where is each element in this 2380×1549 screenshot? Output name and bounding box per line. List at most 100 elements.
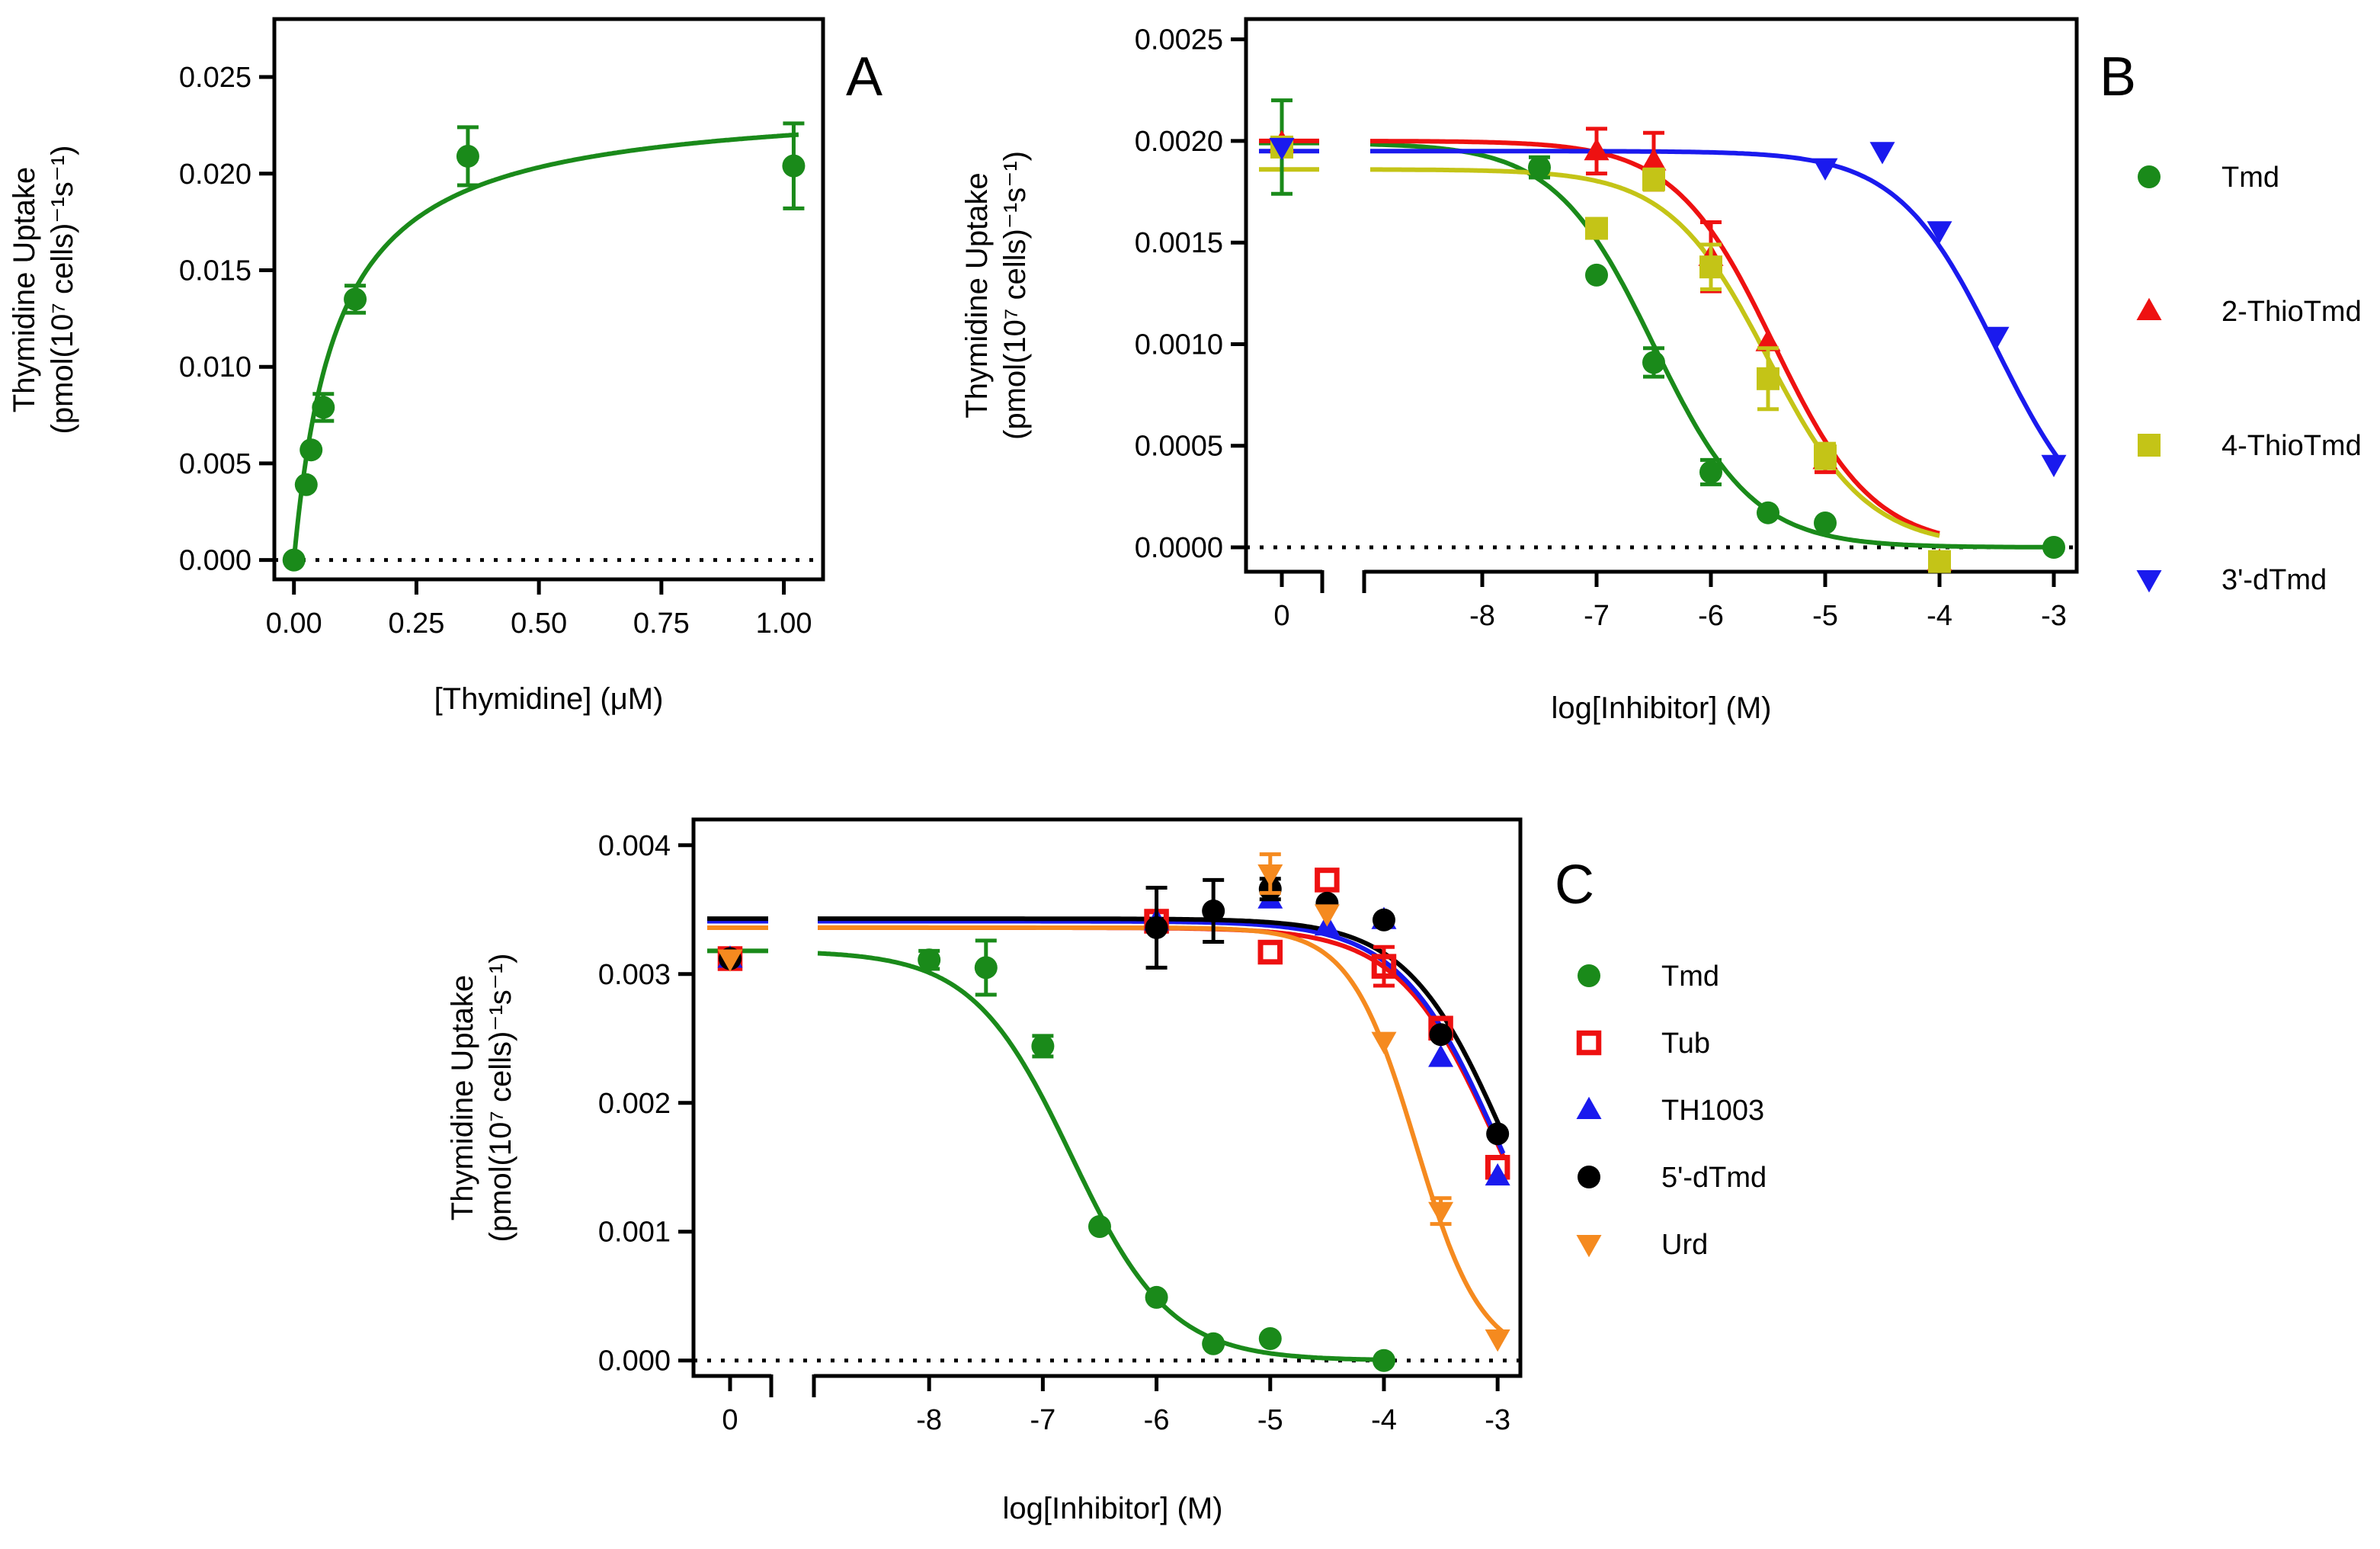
data-point [1757, 367, 1779, 390]
plot-frame [691, 817, 1523, 1378]
x-tick-label: -6 [1698, 600, 1724, 632]
legend-label: TH1003 [1661, 1095, 1764, 1127]
x-tick-label: -7 [1584, 600, 1610, 632]
y-axis-label: Thymidine Uptake [446, 975, 479, 1220]
legend-label: Tmd [2221, 162, 2279, 194]
plot-frame [1244, 17, 2079, 574]
fit-curve [1370, 149, 2061, 462]
data-point [1485, 1329, 1510, 1352]
fit-curve [1370, 139, 1940, 536]
data-point [1585, 263, 1608, 287]
x-tick-label: 1.00 [756, 608, 812, 640]
x-axis-label: log[Inhibitor] (M) [1552, 691, 1772, 725]
legend-marker [2136, 297, 2162, 320]
data-point [1528, 156, 1551, 179]
x-axis-label: [Thymidine] (μM) [434, 682, 664, 716]
legend-marker [2136, 570, 2162, 593]
data-point [918, 948, 941, 972]
legend-label: Tmd [1661, 961, 1719, 993]
x-tick-label: -8 [1469, 600, 1495, 632]
data-point [1486, 1122, 1510, 1146]
y-axis-label: Thymidine Uptake [8, 167, 41, 412]
data-point [1584, 138, 1610, 161]
data-point [1757, 501, 1779, 524]
data-point [2042, 536, 2065, 560]
y-axis-units: (pmol(10⁷ cells)⁻¹s⁻¹) [998, 151, 1032, 440]
x-axis-label: log[Inhibitor] (M) [1003, 1492, 1223, 1525]
data-point [1258, 1326, 1282, 1350]
data-point [1314, 904, 1340, 927]
data-point [1087, 1214, 1111, 1238]
data-point [1642, 168, 1665, 191]
data-point [1814, 444, 1837, 468]
x-tick-label: 0 [1273, 600, 1289, 632]
data-point [1755, 329, 1781, 351]
legend-label: Urd [1661, 1229, 1708, 1261]
x-tick-label: -4 [1371, 1404, 1397, 1436]
data-point [1485, 1163, 1510, 1186]
data-point [1428, 1201, 1454, 1224]
x-tick-label: -8 [916, 1404, 942, 1436]
legend-label: 2-ThioTmd [2221, 296, 2362, 328]
panel-letter: A [846, 47, 882, 107]
data-point [1371, 954, 1397, 979]
panel-letter: C [1555, 855, 1594, 916]
x-tick-label: -5 [1257, 1404, 1283, 1436]
plot-frame [272, 17, 825, 582]
legend-marker [2138, 165, 2161, 188]
data-point [1202, 1332, 1225, 1355]
y-tick-label: 0.002 [598, 1088, 671, 1120]
data-point [974, 956, 998, 980]
legend-marker [2138, 434, 2161, 457]
data-point [1984, 326, 2010, 350]
x-tick-label: -7 [1030, 1404, 1055, 1436]
y-axis-label: Thymidine Uptake [960, 172, 994, 418]
y-tick-label: 0.0000 [1135, 532, 1223, 564]
data-point [1699, 255, 1722, 279]
data-point [1927, 221, 1952, 244]
data-point [1257, 939, 1283, 965]
fit-curve [818, 925, 1505, 1334]
legend-label: 3'-dTmd [2221, 564, 2327, 596]
legend-marker [1578, 1166, 1600, 1188]
error-bar [1373, 944, 1395, 988]
y-axis-units: (pmol(10⁷ cells)⁻¹s⁻¹) [484, 954, 517, 1243]
y-tick-label: 0.003 [598, 959, 671, 991]
data-point [782, 154, 806, 178]
data-point [1372, 908, 1395, 932]
y-tick-label: 0.000 [179, 545, 251, 577]
legend-label: 5'-dTmd [1661, 1162, 1767, 1194]
data-point [300, 438, 323, 462]
data-point [344, 287, 367, 311]
x-tick-label: -5 [1812, 600, 1838, 632]
y-tick-label: 0.0010 [1135, 329, 1223, 361]
y-tick-label: 0.001 [598, 1217, 671, 1249]
y-axis-units: (pmol(10⁷ cells)⁻¹s⁻¹) [46, 146, 79, 435]
y-tick-label: 0.0025 [1135, 24, 1223, 56]
y-tick-label: 0.0020 [1135, 126, 1223, 158]
panel-c: 0.000 0.001 0.002 0.003 0.004 0 -8 -7 -6 -5 -4 -3 lo… [446, 817, 1767, 1525]
data-point [1428, 1044, 1454, 1067]
y-tick-label: 0.010 [179, 351, 251, 383]
legend-marker [1576, 1096, 1602, 1119]
legend-marker [1576, 1235, 1602, 1258]
x-tick-label: 0.25 [388, 608, 444, 640]
y-tick-label: 0.020 [179, 159, 251, 191]
data-point [1699, 460, 1722, 484]
data-point [1145, 1285, 1168, 1309]
data-point [1202, 899, 1225, 922]
x-tick-label: -3 [1485, 1404, 1510, 1436]
x-tick-label: 0.50 [511, 608, 567, 640]
legend-marker [1578, 964, 1600, 987]
data-point [312, 396, 335, 419]
data-point [1641, 148, 1667, 171]
fit-curve [817, 951, 1390, 1362]
x-tick-label: 0 [722, 1404, 738, 1436]
fit-curve [1369, 142, 2060, 550]
data-point [282, 548, 306, 572]
y-tick-label: 0.000 [598, 1345, 671, 1377]
data-point [1585, 216, 1608, 240]
x-tick-label: -6 [1144, 1404, 1170, 1436]
legend-marker [1576, 1030, 1602, 1056]
x-tick-label: -3 [2041, 600, 2067, 632]
